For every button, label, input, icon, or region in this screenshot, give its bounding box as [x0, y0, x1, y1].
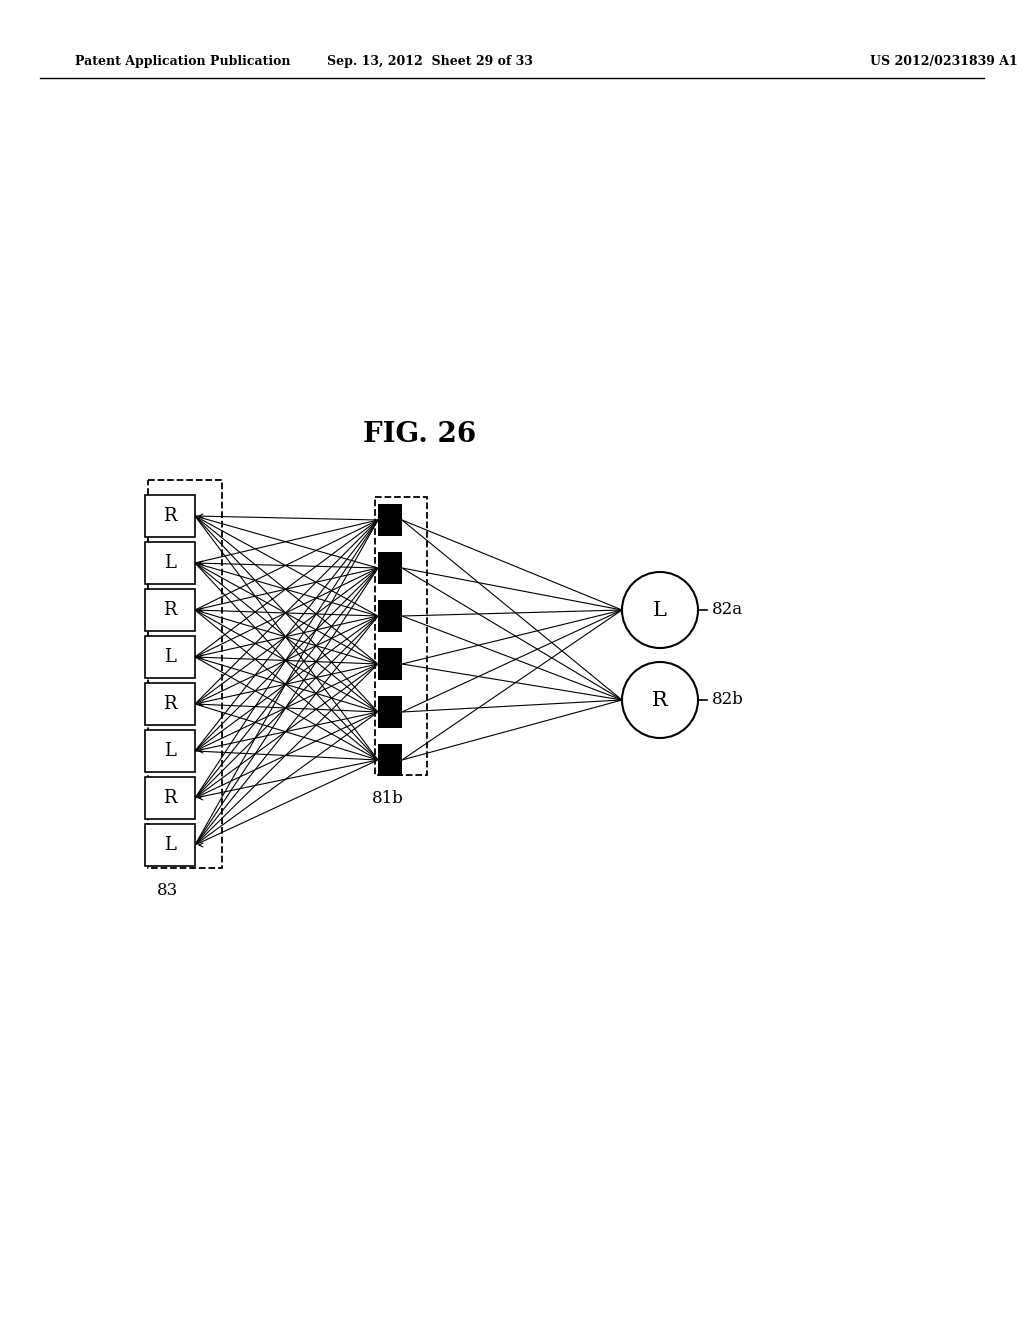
- Text: R: R: [163, 696, 177, 713]
- Bar: [145, 636, 195, 678]
- Text: Patent Application Publication: Patent Application Publication: [75, 55, 291, 69]
- Text: R: R: [163, 601, 177, 619]
- Circle shape: [622, 572, 698, 648]
- Text: 82a: 82a: [712, 602, 743, 619]
- Bar: [145, 495, 195, 537]
- Bar: [375, 498, 427, 775]
- Text: 83: 83: [158, 882, 178, 899]
- Bar: [145, 543, 195, 583]
- Bar: [378, 601, 402, 632]
- Bar: [378, 696, 402, 729]
- Bar: [145, 682, 195, 725]
- Circle shape: [622, 663, 698, 738]
- Text: L: L: [653, 601, 667, 619]
- Bar: [378, 552, 402, 583]
- Text: 81b: 81b: [372, 789, 403, 807]
- Text: R: R: [163, 789, 177, 807]
- Text: L: L: [164, 836, 176, 854]
- Bar: [148, 480, 222, 869]
- Bar: [378, 648, 402, 680]
- Bar: [145, 777, 195, 818]
- Bar: [145, 824, 195, 866]
- Text: L: L: [164, 554, 176, 572]
- Text: FIG. 26: FIG. 26: [364, 421, 476, 449]
- Bar: [378, 744, 402, 776]
- Text: US 2012/0231839 A1: US 2012/0231839 A1: [870, 55, 1018, 69]
- Text: Sep. 13, 2012  Sheet 29 of 33: Sep. 13, 2012 Sheet 29 of 33: [327, 55, 532, 69]
- Bar: [378, 504, 402, 536]
- Text: R: R: [163, 507, 177, 525]
- Text: 82b: 82b: [712, 692, 743, 709]
- Text: L: L: [164, 648, 176, 667]
- Bar: [145, 730, 195, 772]
- Bar: [145, 589, 195, 631]
- Text: R: R: [652, 690, 668, 710]
- Text: L: L: [164, 742, 176, 760]
